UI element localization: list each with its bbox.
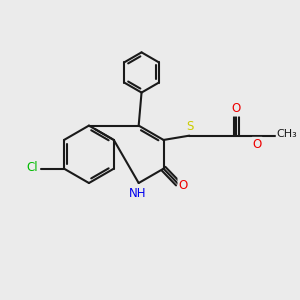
Text: S: S xyxy=(186,120,194,133)
Text: O: O xyxy=(253,138,262,151)
Text: O: O xyxy=(178,178,188,191)
Text: NH: NH xyxy=(129,187,147,200)
Text: Cl: Cl xyxy=(27,161,38,174)
Text: O: O xyxy=(232,102,241,116)
Text: CH₃: CH₃ xyxy=(277,129,297,139)
